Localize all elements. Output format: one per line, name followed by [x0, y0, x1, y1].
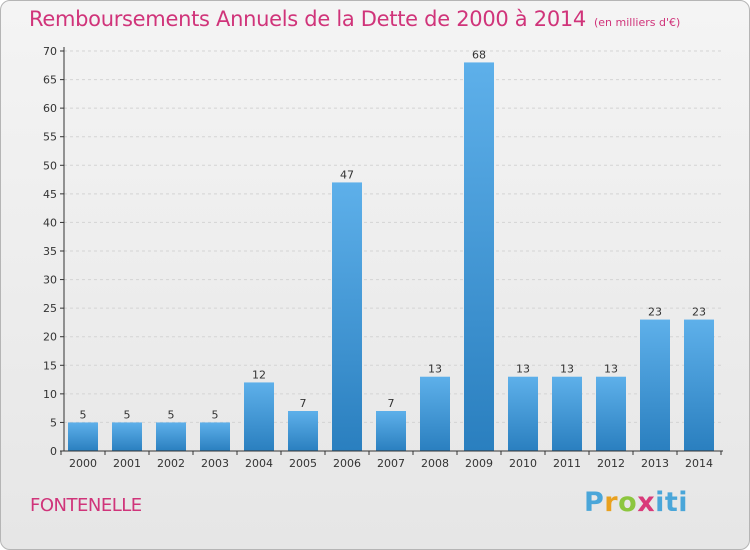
y-tick-label: 45: [43, 188, 57, 201]
y-tick-label: 15: [43, 359, 57, 372]
bar: [684, 319, 714, 451]
x-tick-label: 2003: [201, 457, 229, 470]
bar-value-label: 5: [168, 408, 175, 421]
proxiti-logo: Proxiti: [584, 487, 689, 518]
commune-name: FONTENELLE: [30, 495, 142, 516]
y-tick-label: 30: [43, 274, 57, 287]
bar: [596, 376, 626, 451]
y-tick-label: 55: [43, 131, 57, 144]
x-tick-label: 2004: [245, 457, 273, 470]
y-tick-label: 65: [43, 74, 57, 87]
bar-value-label: 5: [80, 408, 87, 421]
x-tick-label: 2010: [509, 457, 537, 470]
bar-value-label: 5: [212, 408, 219, 421]
bar: [200, 422, 230, 451]
bar-value-label: 5: [124, 408, 131, 421]
x-tick-label: 2013: [641, 457, 669, 470]
x-tick-label: 2006: [333, 457, 361, 470]
y-tick-label: 0: [50, 445, 57, 458]
x-tick-label: 2009: [465, 457, 493, 470]
bar: [376, 411, 406, 451]
bar: [508, 376, 538, 451]
chart-unit: (en milliers d'€): [594, 16, 681, 29]
bar: [464, 62, 494, 452]
x-tick-label: 2012: [597, 457, 625, 470]
bar-value-label: 68: [472, 48, 486, 61]
y-tick-label: 5: [50, 416, 57, 429]
bar: [640, 319, 670, 451]
bar-value-label: 7: [300, 397, 307, 410]
bar-value-label: 13: [428, 363, 442, 376]
x-tick-label: 2000: [69, 457, 97, 470]
bar: [156, 422, 186, 451]
x-tick-label: 2005: [289, 457, 317, 470]
x-tick-label: 2002: [157, 457, 185, 470]
y-tick-label: 50: [43, 159, 57, 172]
x-tick-label: 2011: [553, 457, 581, 470]
y-tick-label: 60: [43, 102, 57, 115]
bar-value-label: 23: [648, 306, 662, 319]
bar: [552, 376, 582, 451]
y-tick-label: 40: [43, 216, 57, 229]
bar: [420, 376, 450, 451]
y-tick-label: 10: [43, 388, 57, 401]
axes: [60, 47, 723, 455]
bar-value-label: 7: [388, 397, 395, 410]
bar: [244, 382, 274, 451]
chart-title: Remboursements Annuels de la Dette de 20…: [29, 7, 680, 31]
x-tick-label: 2008: [421, 457, 449, 470]
bar-value-label: 13: [560, 363, 574, 376]
chart-title-text: Remboursements Annuels de la Dette de 20…: [29, 7, 586, 31]
y-tick-label: 70: [43, 45, 57, 58]
bar-value-label: 12: [252, 368, 266, 381]
bars: [68, 62, 714, 452]
y-tick-label: 35: [43, 245, 57, 258]
x-tick-label: 2007: [377, 457, 405, 470]
bar: [332, 182, 362, 451]
y-tick-label: 20: [43, 331, 57, 344]
bar-value-label: 13: [516, 363, 530, 376]
bar-value-label: 47: [340, 168, 354, 181]
y-tick-label: 25: [43, 302, 57, 315]
bar: [288, 411, 318, 451]
x-tick-label: 2001: [113, 457, 141, 470]
bar: [68, 422, 98, 451]
bar-value-label: 23: [692, 306, 706, 319]
labels: 0 5 10 15 20 25 30 35 40 45 50 55 60 65 70 5 2000 5 2001 5 2…: [43, 45, 713, 470]
x-tick-label: 2014: [685, 457, 713, 470]
bar-value-label: 13: [604, 363, 618, 376]
bar: [112, 422, 142, 451]
